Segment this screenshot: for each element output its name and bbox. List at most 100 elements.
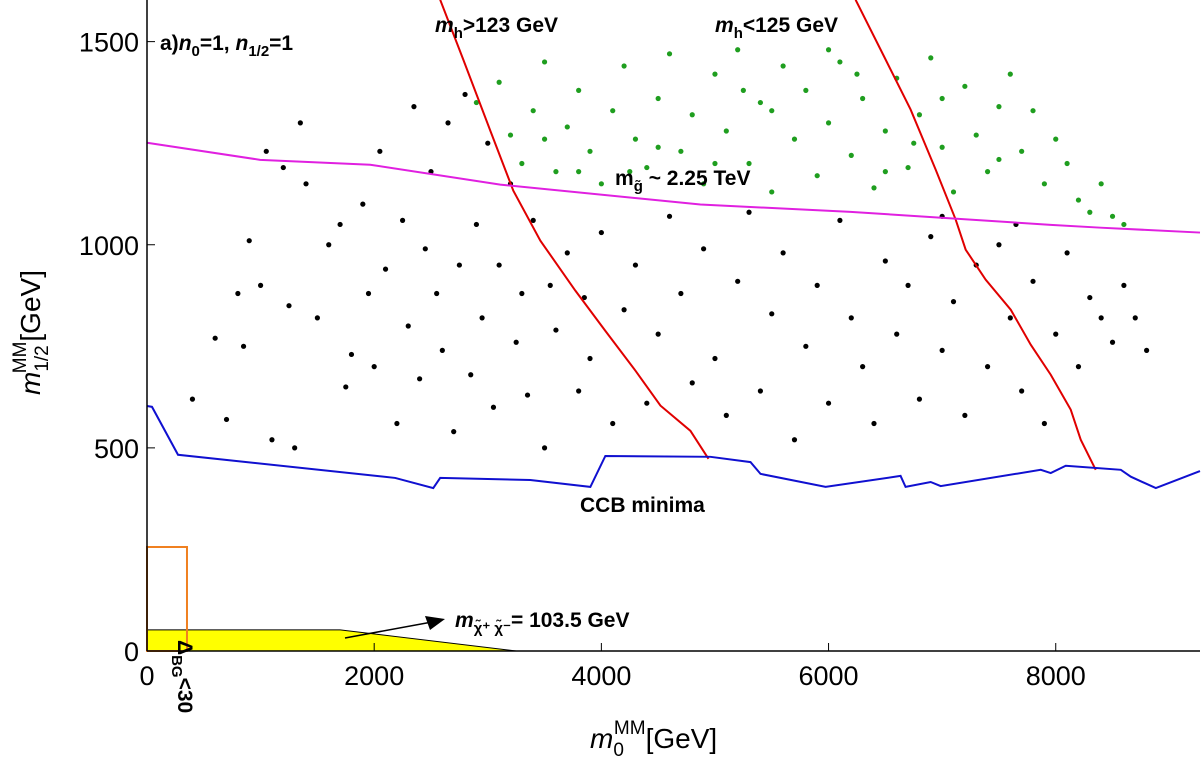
point [257,282,264,288]
annotation: CCB minima [580,494,705,517]
contour-line [854,0,1097,471]
arrow-head [425,616,445,630]
point [780,63,786,69]
point [297,120,303,126]
point [780,250,786,256]
point [632,262,639,268]
point [263,148,269,154]
point [513,339,519,345]
point [292,445,298,451]
point [882,128,888,134]
x-tick-label: 4000 [571,661,631,691]
point [1064,160,1070,167]
point [825,120,832,126]
point [769,108,775,114]
point [996,156,1002,163]
point [1007,315,1013,321]
point [911,140,917,146]
point [666,51,673,57]
point [246,238,252,244]
point [553,327,559,333]
point [456,262,462,268]
point [587,148,593,154]
point [485,140,491,146]
point [655,95,661,102]
point [1075,197,1082,203]
point [837,217,843,223]
point [848,152,854,158]
y-tick-label: 1000 [79,231,139,261]
point [627,169,633,175]
contour-line [146,405,1201,490]
point [928,234,934,240]
point [377,148,383,154]
point [468,372,474,378]
point [803,343,809,349]
point [1053,331,1059,337]
point [723,412,729,418]
point [434,290,440,297]
point [632,136,639,142]
point [757,388,763,394]
point [547,282,553,288]
point [803,87,809,93]
plot-area: 0 2000 4000 6000 8000 0 500 1000 1500 [79,0,1201,691]
point [871,420,877,427]
point [712,355,718,362]
point [576,87,582,93]
point [814,173,820,179]
x-tick-label: 6000 [799,661,859,691]
point [439,347,445,353]
point [666,213,673,219]
point [189,396,196,402]
point [519,290,525,297]
point [422,246,428,252]
point [610,420,616,427]
point [1019,388,1025,394]
point [1109,339,1116,345]
x-tick-label: 2000 [344,661,404,691]
annotation: mχ̃⁺ χ̃⁻= 103.5 GeV [455,609,629,637]
point [678,148,684,154]
point [1109,213,1116,219]
point [360,201,366,207]
point [621,63,627,69]
point [644,400,650,406]
point [905,282,911,288]
point [451,429,457,435]
point [746,209,752,215]
point [564,250,570,256]
point [286,303,292,309]
point [996,104,1002,110]
y-tick-label: 0 [124,637,139,667]
point [405,323,411,329]
point [530,217,536,223]
point [576,388,582,394]
point [1087,294,1093,301]
point [541,136,548,142]
y-tick-label: 1500 [79,28,139,58]
point [984,169,991,175]
point [621,307,627,313]
point [382,266,389,272]
annotation: mh<125 GeV [715,14,838,42]
y-tick-label: 500 [94,434,139,464]
point [854,71,860,77]
point [587,355,593,362]
point [825,47,832,53]
x-axis-label: m0MM[GeV] [590,718,717,758]
point [399,217,406,223]
annotation: mh>123 GeV [435,14,558,42]
point [269,437,275,443]
point [860,95,866,102]
point [235,290,241,297]
arrow [344,621,433,639]
point [894,331,900,337]
point [1121,282,1127,288]
point [860,364,866,370]
point [962,83,968,89]
point [723,128,729,134]
point [490,404,497,410]
point [576,169,582,175]
point [473,99,480,106]
